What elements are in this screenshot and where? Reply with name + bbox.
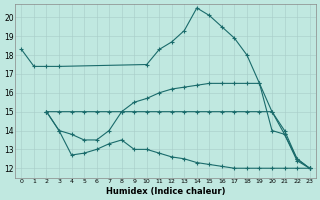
X-axis label: Humidex (Indice chaleur): Humidex (Indice chaleur) xyxy=(106,187,225,196)
